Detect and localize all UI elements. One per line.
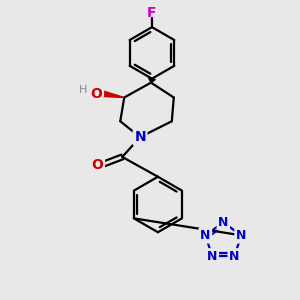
Text: N: N <box>200 229 211 242</box>
Text: N: N <box>134 130 146 144</box>
Text: N: N <box>229 250 240 263</box>
Text: N: N <box>207 250 217 263</box>
Text: O: O <box>92 158 104 172</box>
Text: H: H <box>78 85 87 94</box>
Text: F: F <box>147 6 157 20</box>
Text: N: N <box>200 229 211 242</box>
Polygon shape <box>101 91 124 98</box>
Text: N: N <box>229 250 240 263</box>
Polygon shape <box>148 78 155 82</box>
Text: N: N <box>207 250 217 263</box>
Text: N: N <box>236 229 246 242</box>
Text: N: N <box>236 229 246 242</box>
Text: O: O <box>91 86 102 100</box>
Text: N: N <box>218 216 229 229</box>
